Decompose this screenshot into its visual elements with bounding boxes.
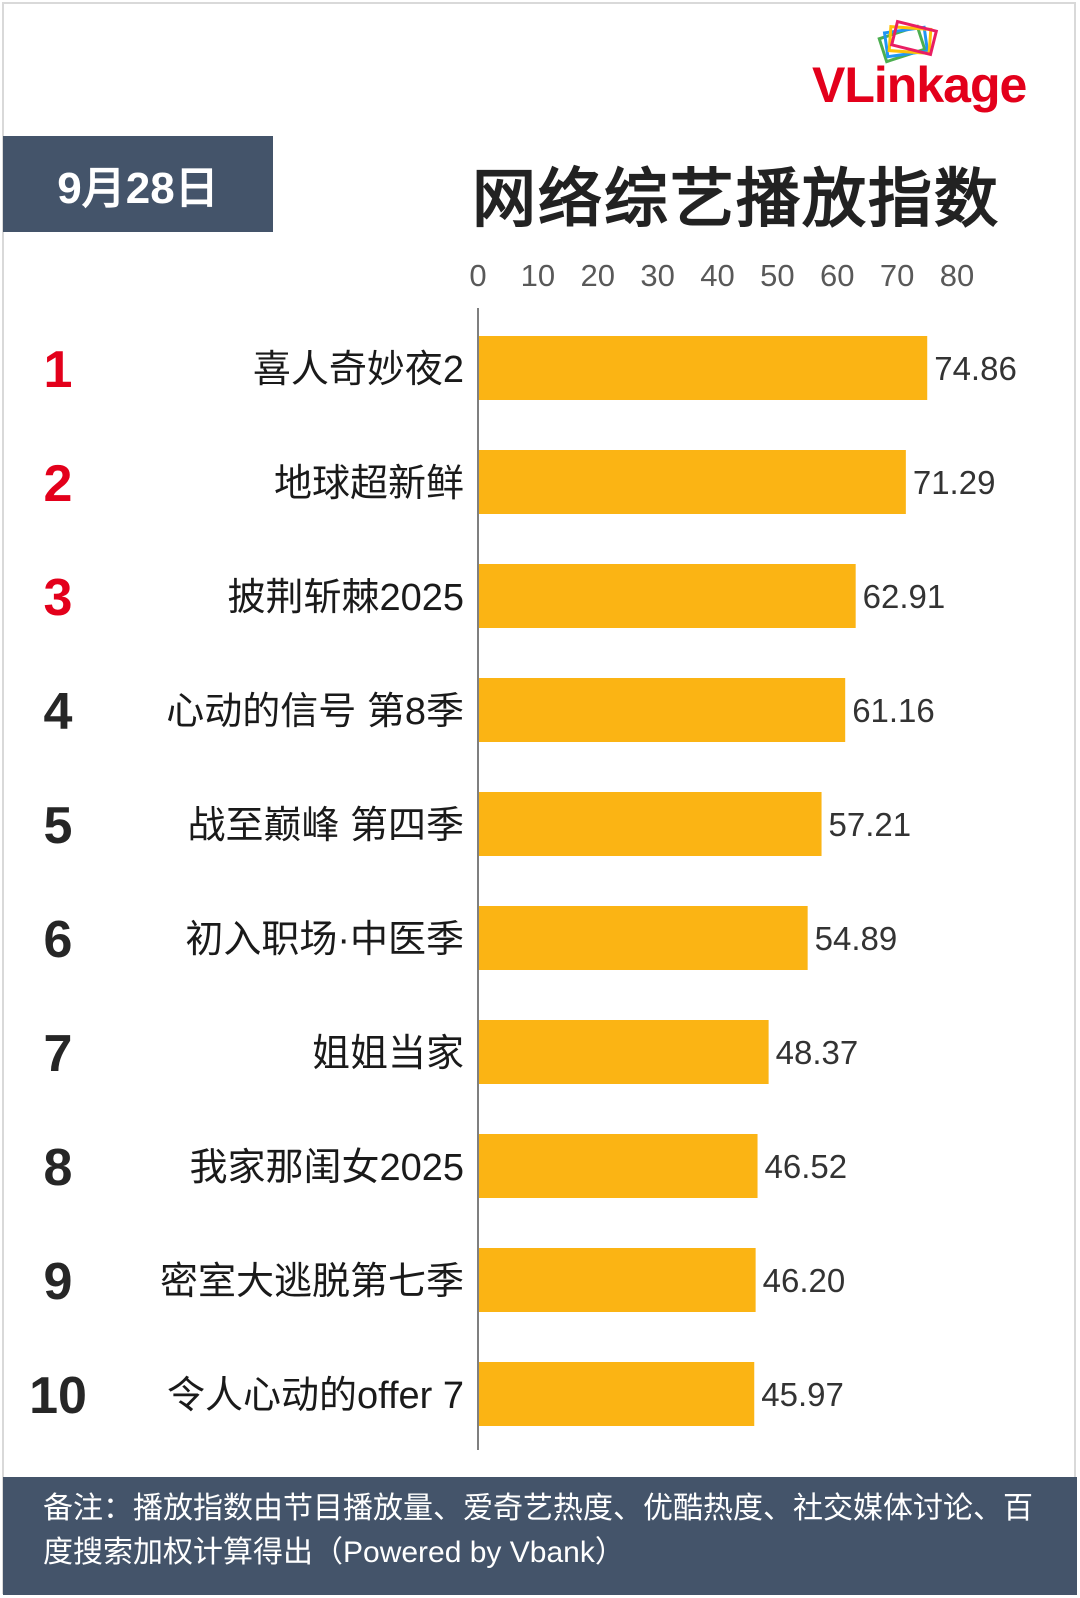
vlinkage-logo: VLinkage — [812, 18, 1057, 118]
rank-label: 6 — [44, 911, 73, 969]
rank-label: 2 — [44, 455, 73, 513]
bar — [479, 336, 928, 400]
page-title: 网络综艺播放指数 — [472, 163, 1000, 235]
rank-label: 10 — [29, 1367, 87, 1425]
x-tick-label: 50 — [760, 258, 794, 293]
x-tick-label: 70 — [880, 258, 914, 293]
rank-label: 1 — [44, 341, 73, 399]
category-label: 喜人奇妙夜2 — [253, 349, 464, 391]
bar — [479, 1362, 755, 1426]
rank-label: 5 — [44, 797, 73, 855]
data-label: 57.21 — [829, 806, 912, 843]
rank-label: 8 — [44, 1139, 73, 1197]
x-tick-label: 0 — [469, 258, 486, 293]
x-tick-label: 80 — [940, 258, 974, 293]
bar — [479, 1134, 758, 1198]
bar-chart: 0 10 20 30 40 50 60 70 80 1 喜人奇妙夜2 74.86 2 地球超新鲜 71.29… — [29, 258, 1017, 1450]
bar — [479, 678, 846, 742]
data-label: 54.89 — [815, 920, 898, 957]
rank-label: 7 — [44, 1025, 73, 1083]
date-badge: 9月28日 — [3, 136, 273, 232]
logo-frames-icon — [877, 19, 939, 64]
data-label: 46.52 — [765, 1148, 848, 1185]
category-label: 战至巅峰 第四季 — [187, 805, 464, 847]
bar — [479, 906, 808, 970]
x-tick-label: 10 — [521, 258, 555, 293]
x-tick-label: 30 — [640, 258, 674, 293]
data-label: 62.91 — [863, 578, 946, 615]
bar — [479, 1248, 756, 1312]
rank-label: 4 — [44, 683, 73, 741]
x-tick-label: 60 — [820, 258, 854, 293]
x-tick-label: 40 — [700, 258, 734, 293]
data-label: 61.16 — [852, 692, 935, 729]
data-label: 45.97 — [761, 1376, 844, 1413]
category-label: 披荆斩棘2025 — [227, 577, 464, 619]
category-label: 姐姐当家 — [312, 1033, 464, 1075]
bar — [479, 1020, 769, 1084]
footer-note: 备注：播放指数由节目播放量、爱奇艺热度、优酷热度、社交媒体讨论、百度搜索加权计算… — [3, 1477, 1077, 1595]
data-label: 74.86 — [934, 350, 1017, 387]
category-label: 心动的信号 第8季 — [166, 691, 464, 733]
data-label: 71.29 — [913, 464, 996, 501]
data-label: 46.20 — [763, 1262, 846, 1299]
data-label: 48.37 — [776, 1034, 859, 1071]
rank-label: 9 — [44, 1253, 73, 1311]
category-label: 令人心动的offer 7 — [167, 1375, 464, 1417]
category-label: 地球超新鲜 — [274, 463, 464, 505]
category-label: 密室大逃脱第七季 — [160, 1261, 464, 1303]
bar — [479, 450, 906, 514]
bar — [479, 792, 822, 856]
x-tick-label: 20 — [581, 258, 615, 293]
logo-text: VLinkage — [812, 57, 1027, 113]
rank-label: 3 — [44, 569, 73, 627]
category-label: 我家那闺女2025 — [189, 1147, 464, 1189]
bar — [479, 564, 856, 628]
category-label: 初入职场·中医季 — [185, 919, 464, 961]
